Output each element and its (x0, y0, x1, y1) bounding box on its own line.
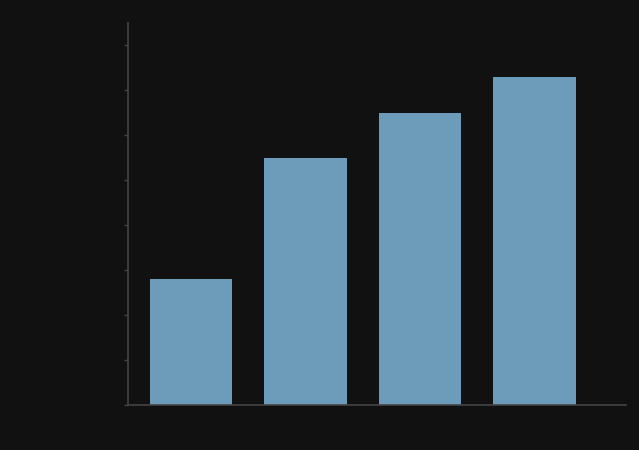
Bar (150, 279, 232, 405)
Bar (264, 158, 346, 405)
Bar (493, 76, 576, 405)
Bar (379, 112, 461, 405)
